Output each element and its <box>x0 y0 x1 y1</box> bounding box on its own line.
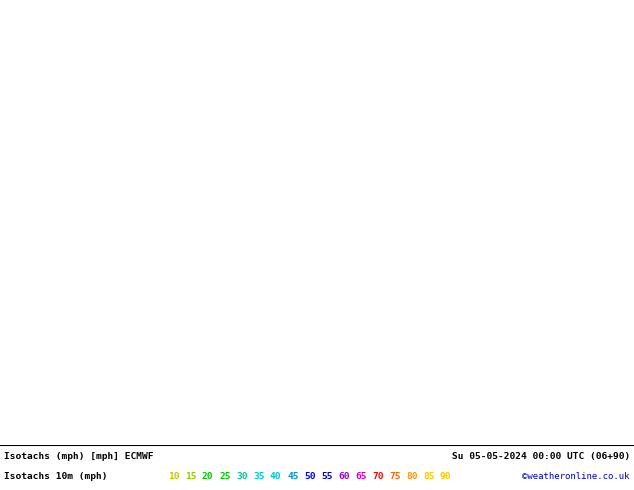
Text: Isotachs (mph) [mph] ECMWF: Isotachs (mph) [mph] ECMWF <box>4 452 153 462</box>
Text: 35: 35 <box>253 472 264 482</box>
Text: 75: 75 <box>389 472 401 482</box>
Text: Isotachs 10m (mph): Isotachs 10m (mph) <box>4 472 108 482</box>
Text: 90: 90 <box>440 472 451 482</box>
Text: 85: 85 <box>423 472 434 482</box>
Text: ©weatheronline.co.uk: ©weatheronline.co.uk <box>522 472 630 482</box>
Text: 80: 80 <box>406 472 418 482</box>
Text: 30: 30 <box>236 472 247 482</box>
Text: 20: 20 <box>202 472 214 482</box>
Text: 50: 50 <box>304 472 316 482</box>
Text: 55: 55 <box>321 472 332 482</box>
Text: 40: 40 <box>270 472 281 482</box>
Text: 65: 65 <box>355 472 366 482</box>
Text: 70: 70 <box>372 472 384 482</box>
Text: 15: 15 <box>185 472 197 482</box>
Text: 10: 10 <box>168 472 179 482</box>
Text: 60: 60 <box>338 472 349 482</box>
Text: Su 05-05-2024 00:00 UTC (06+90): Su 05-05-2024 00:00 UTC (06+90) <box>452 452 630 462</box>
Text: 25: 25 <box>219 472 231 482</box>
Text: 45: 45 <box>287 472 299 482</box>
